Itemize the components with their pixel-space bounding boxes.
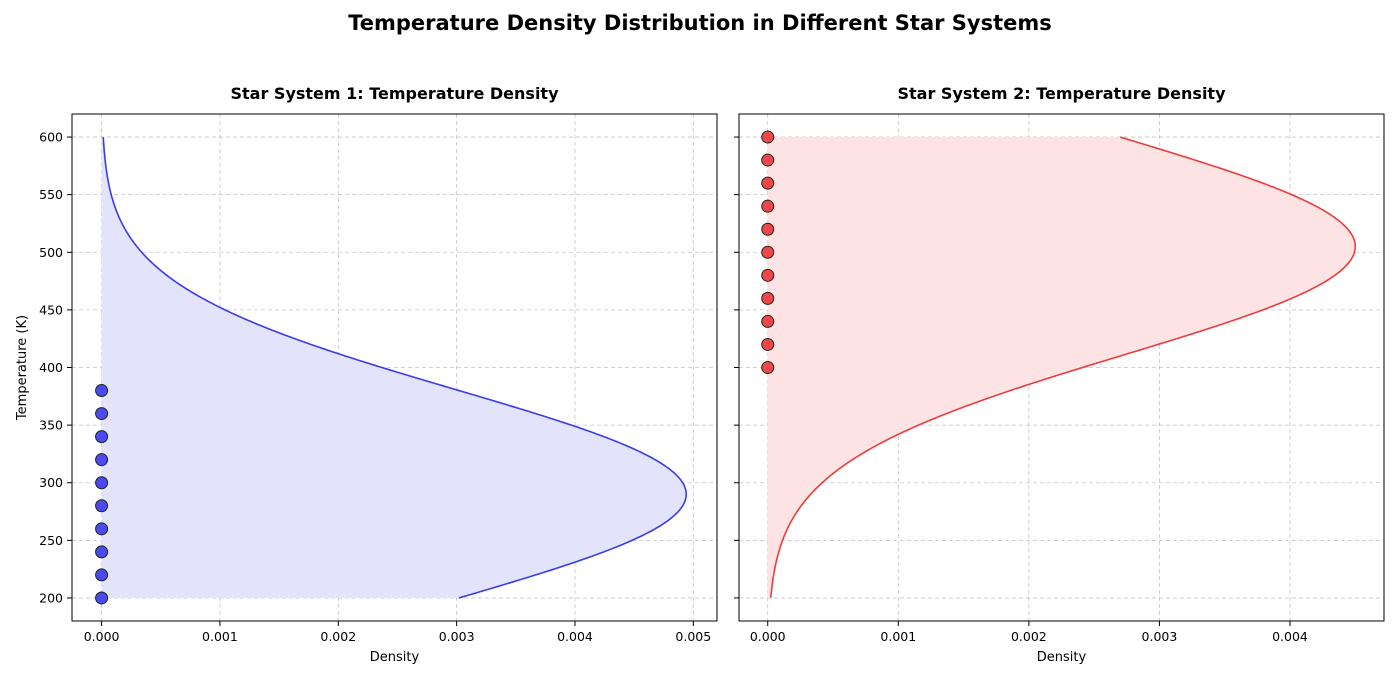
sample-point-marker	[761, 199, 775, 213]
sample-point-marker	[95, 591, 109, 605]
sample-point-marker	[761, 222, 775, 236]
sample-point-marker	[761, 314, 775, 328]
sample-point-marker	[761, 291, 775, 305]
sample-point-marker	[761, 245, 775, 259]
x-tick-label: 0.001	[880, 629, 916, 644]
x-axis-label: Density	[370, 650, 420, 665]
figure-title: Temperature Density Distribution in Diff…	[348, 11, 1052, 35]
sample-point-marker	[95, 568, 109, 582]
y-tick-label: 250	[39, 533, 63, 548]
y-tick-label: 300	[39, 475, 63, 490]
star-system-2-panel: 0.000 0.001 0.002 0.003 0.004 Star System 2: …	[734, 84, 1385, 665]
y-tick-label: 500	[39, 245, 63, 260]
sample-point-marker	[761, 268, 775, 282]
sample-point-marker	[761, 130, 775, 144]
x-tick-label: 0.004	[1272, 629, 1308, 644]
density-fill-area	[101, 137, 687, 598]
y-tick-label: 200	[39, 590, 63, 605]
sample-point-marker	[95, 430, 109, 444]
density-fill-area	[767, 137, 1356, 598]
star-system-1-panel: 0.000 0.001 0.002 0.003 0.004 0.005 200 250 300 3…	[15, 84, 718, 665]
y-tick-label: 450	[39, 302, 63, 317]
x-tick-label: 0.002	[320, 629, 356, 644]
x-tick-label: 0.000	[750, 629, 786, 644]
y-tick-label: 550	[39, 187, 63, 202]
sample-point-marker	[95, 453, 109, 467]
sample-point-marker	[95, 384, 109, 398]
panel-title: Star System 1: Temperature Density	[230, 84, 559, 103]
panel-title: Star System 2: Temperature Density	[897, 84, 1226, 103]
sample-point-marker	[761, 361, 775, 374]
x-tick-label: 0.000	[84, 629, 120, 644]
sample-point-marker	[95, 476, 109, 490]
x-axis-label: Density	[1037, 650, 1087, 665]
sample-point-marker	[95, 522, 109, 536]
sample-point-marker	[761, 176, 775, 190]
sample-point-marker	[95, 499, 109, 513]
sample-point-marker	[761, 153, 775, 167]
x-tick-label: 0.003	[439, 629, 475, 644]
density-curve-line	[102, 137, 688, 599]
x-tick-label: 0.001	[202, 629, 238, 644]
x-tick-label: 0.002	[1011, 629, 1047, 644]
y-tick-label: 350	[39, 418, 63, 433]
x-tick-label: 0.005	[675, 629, 711, 644]
y-tick-label: 400	[39, 360, 63, 375]
sample-point-marker	[761, 337, 775, 351]
x-tick-label: 0.004	[557, 629, 593, 644]
sample-point-marker	[95, 545, 109, 559]
y-tick-label: 600	[39, 130, 63, 145]
sample-point-marker	[95, 407, 109, 421]
x-tick-label: 0.003	[1142, 629, 1178, 644]
density-curve-line	[769, 136, 1357, 599]
y-axis-label: Temperature (K)	[15, 315, 30, 421]
